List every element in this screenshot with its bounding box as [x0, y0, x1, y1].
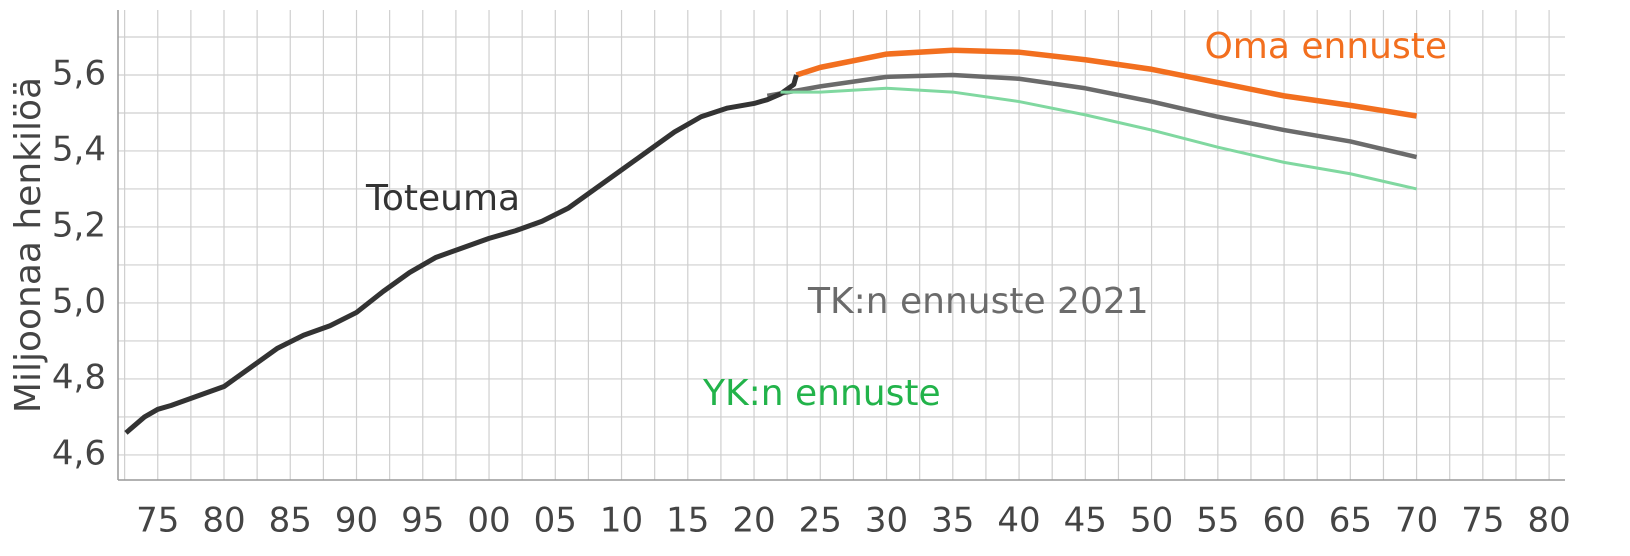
x-tick-label: 60 [1262, 501, 1305, 541]
y-tick-label: 5,6 [52, 53, 106, 93]
x-tick-label: 75 [136, 501, 179, 541]
y-tick-label: 4,8 [52, 357, 106, 397]
x-tick-label: 55 [1196, 501, 1239, 541]
series-label: YK:n ennuste [702, 373, 941, 414]
x-tick-label: 35 [931, 501, 974, 541]
x-tick-label: 25 [799, 501, 842, 541]
x-tick-label: 40 [997, 501, 1040, 541]
series-line [780, 86, 1417, 191]
series-label: Oma ennuste [1204, 26, 1447, 67]
series-label: TK:n ennuste 2021 [807, 281, 1149, 322]
y-tick-label: 5,2 [52, 205, 106, 245]
x-tick-label: 05 [534, 501, 577, 541]
series-line [766, 72, 1418, 160]
x-tick-label: 75 [1461, 501, 1504, 541]
x-tick-label: 90 [335, 501, 378, 541]
x-tick-label: 80 [1527, 501, 1570, 541]
series-line [795, 47, 1418, 119]
x-tick-label: 70 [1395, 501, 1438, 541]
y-tick-label: 4,6 [52, 433, 106, 473]
x-tick-label: 95 [401, 501, 444, 541]
series-line [124, 74, 799, 435]
x-tick-label: 85 [269, 501, 312, 541]
x-tick-label: 00 [467, 501, 510, 541]
y-tick-label: 5,0 [52, 281, 106, 321]
series-label: Toteuma [365, 178, 520, 219]
x-tick-label: 80 [202, 501, 245, 541]
x-tick-label: 10 [600, 501, 643, 541]
x-tick-label: 30 [865, 501, 908, 541]
x-tick-label: 20 [732, 501, 775, 541]
y-axis-label: Miljoonaa henkilöä [8, 77, 49, 413]
x-tick-label: 50 [1130, 501, 1173, 541]
y-tick-label: 5,4 [52, 129, 106, 169]
x-tick-label: 65 [1329, 501, 1372, 541]
x-tick-label: 15 [666, 501, 709, 541]
x-tick-label: 45 [1064, 501, 1107, 541]
